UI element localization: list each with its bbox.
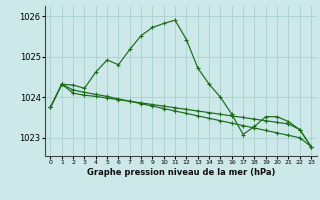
X-axis label: Graphe pression niveau de la mer (hPa): Graphe pression niveau de la mer (hPa): [87, 168, 275, 177]
